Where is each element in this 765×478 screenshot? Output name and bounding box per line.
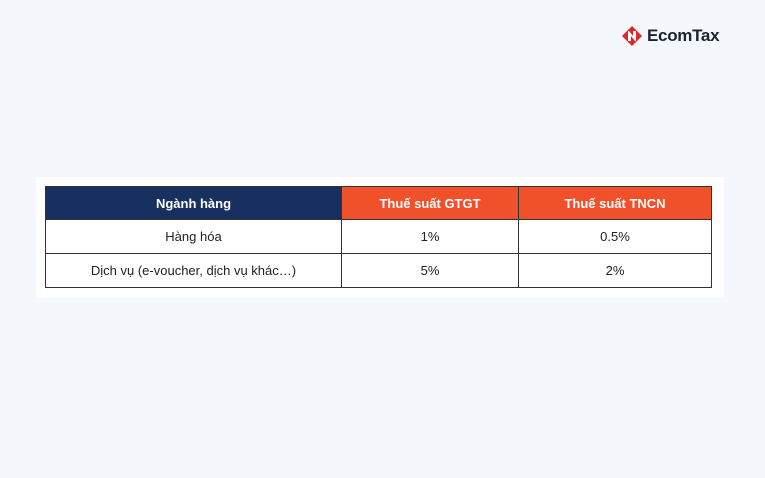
- cell: Hàng hóa: [45, 219, 342, 254]
- cell: 5%: [341, 253, 519, 288]
- cell: 1%: [341, 219, 519, 254]
- table-row: Hàng hóa 1% 0.5%: [45, 219, 712, 254]
- table-row: Dịch vụ (e-voucher, dịch vụ khác…) 5% 2%: [45, 253, 712, 288]
- logo: EcomTax: [621, 24, 720, 48]
- column-header: Thuế suất TNCN: [518, 186, 712, 220]
- table-card: Ngành hàng Thuế suất GTGT Thuế suất TNCN…: [36, 177, 724, 298]
- logo-text: EcomTax: [647, 26, 720, 45]
- column-header: Thuế suất GTGT: [341, 186, 519, 220]
- tax-table: Ngành hàng Thuế suất GTGT Thuế suất TNCN…: [45, 186, 712, 288]
- column-header: Ngành hàng: [45, 186, 342, 220]
- cell: Dịch vụ (e-voucher, dịch vụ khác…): [45, 253, 342, 288]
- header-row: Ngành hàng Thuế suất GTGT Thuế suất TNCN: [45, 186, 712, 220]
- cell: 2%: [518, 253, 712, 288]
- logo-icon: [622, 26, 642, 46]
- cell: 0.5%: [518, 219, 712, 254]
